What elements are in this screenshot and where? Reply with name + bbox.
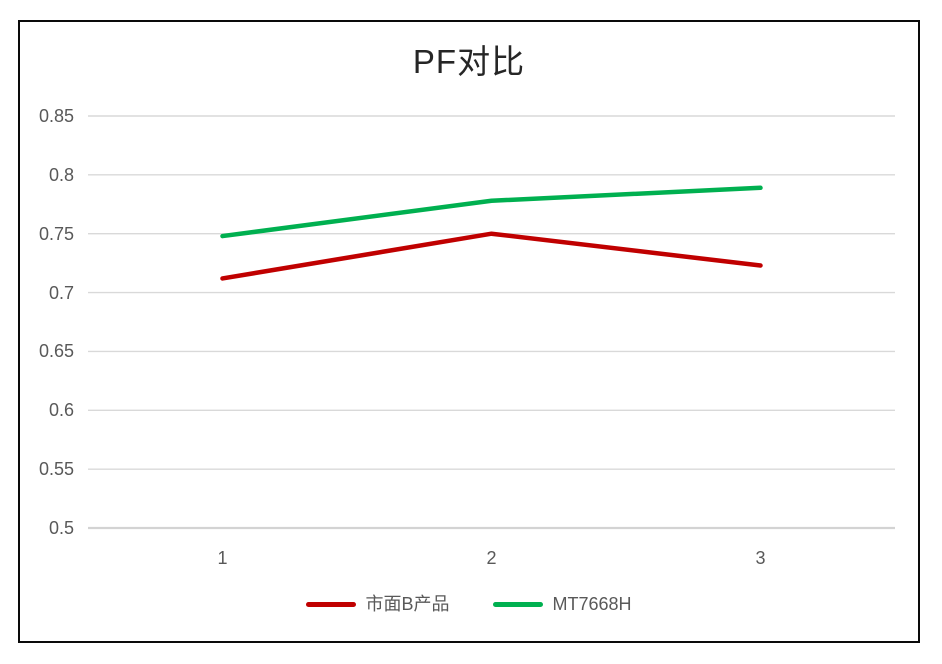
legend-label-mt7668h: MT7668H [552,594,632,614]
legend: 市面B产品 MT7668H [20,592,918,616]
legend-swatch-green-line-icon [493,601,544,607]
series-line-0 [220,231,763,281]
chart-title: PF对比 [412,43,526,80]
legend-swatch-red-line-icon [306,601,357,607]
legend-item-market-b: 市面B产品 [306,592,449,616]
series-line-1 [220,185,763,239]
plot-area [88,115,895,530]
legend-item-mt7668h: MT7668H [493,592,632,616]
legend-label-market-b: 市面B产品 [365,594,450,614]
